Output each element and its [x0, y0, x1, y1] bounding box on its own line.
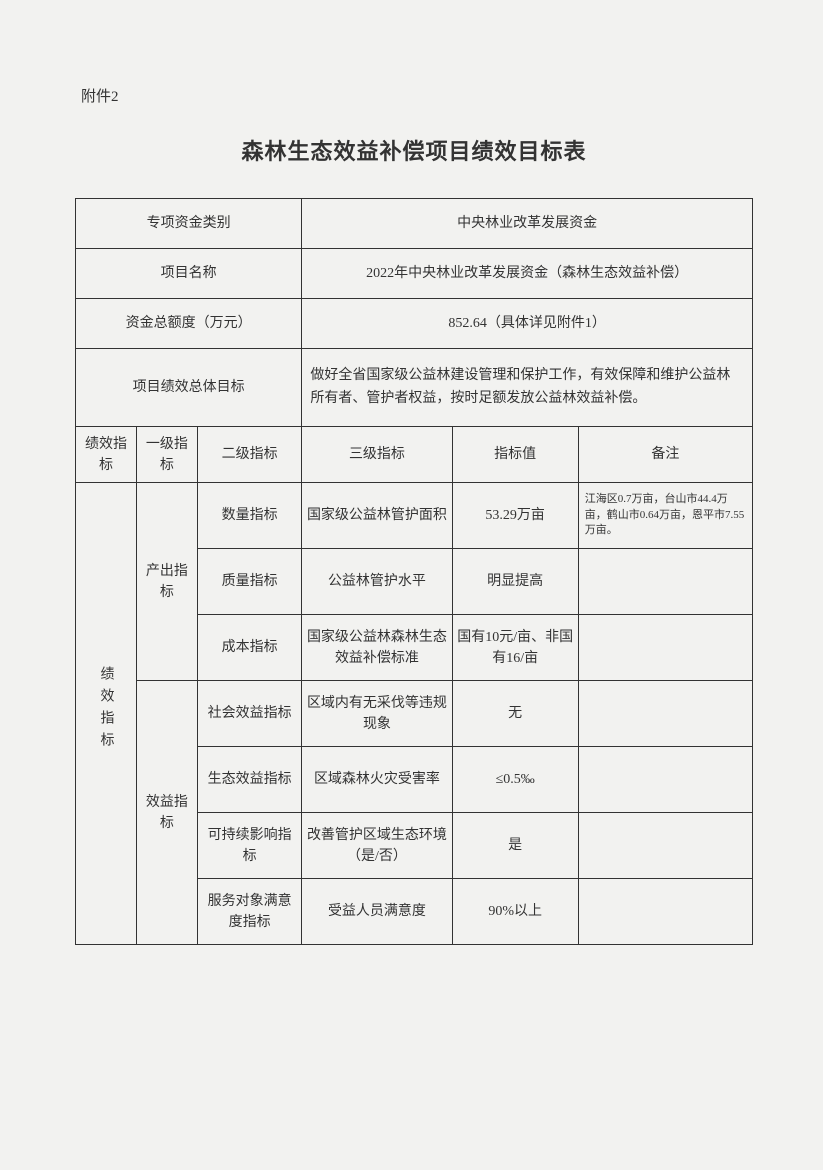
level3-cell: 公益林管护水平 — [302, 549, 452, 615]
col-perf-indicator: 绩效指标 — [76, 427, 137, 483]
level2-cell: 社会效益指标 — [197, 681, 301, 747]
level3-cell: 区域森林火灾受害率 — [302, 747, 452, 813]
table-row: 效益指标 社会效益指标 区域内有无采伐等违规现象 无 — [76, 681, 753, 747]
col-remark: 备注 — [578, 427, 752, 483]
table-row: 绩效指标 产出指标 数量指标 国家级公益林管护面积 53.29万亩 江海区0.7… — [76, 483, 753, 549]
overall-goal-label: 项目绩效总体目标 — [76, 349, 302, 427]
project-name-label: 项目名称 — [76, 249, 302, 299]
col-level2: 二级指标 — [197, 427, 301, 483]
table-row: 资金总额度（万元） 852.64（具体详见附件1） — [76, 299, 753, 349]
root-indicator-text: 绩效指标 — [95, 666, 116, 754]
remark-cell — [578, 615, 752, 681]
level3-cell: 国家级公益林管护面积 — [302, 483, 452, 549]
remark-cell: 江海区0.7万亩，台山市44.4万亩，鹤山市0.64万亩，恩平市7.55万亩。 — [578, 483, 752, 549]
level1-benefit: 效益指标 — [136, 681, 197, 945]
remark-cell — [578, 879, 752, 945]
table-row: 专项资金类别 中央林业改革发展资金 — [76, 199, 753, 249]
level2-cell: 生态效益指标 — [197, 747, 301, 813]
level2-cell: 质量指标 — [197, 549, 301, 615]
level3-cell: 国家级公益林森林生态效益补偿标准 — [302, 615, 452, 681]
remark-cell — [578, 747, 752, 813]
level3-cell: 区域内有无采伐等违规现象 — [302, 681, 452, 747]
target-cell: 国有10元/亩、非国有16/亩 — [452, 615, 578, 681]
fund-category-label: 专项资金类别 — [76, 199, 302, 249]
col-level3: 三级指标 — [302, 427, 452, 483]
level3-cell: 受益人员满意度 — [302, 879, 452, 945]
col-target-value: 指标值 — [452, 427, 578, 483]
overall-goal-value: 做好全省国家级公益林建设管理和保护工作，有效保障和维护公益林所有者、管护者权益，… — [302, 349, 753, 427]
table-row: 项目绩效总体目标 做好全省国家级公益林建设管理和保护工作，有效保障和维护公益林所… — [76, 349, 753, 427]
table-row: 项目名称 2022年中央林业改革发展资金（森林生态效益补偿） — [76, 249, 753, 299]
target-cell: 90%以上 — [452, 879, 578, 945]
page-title: 森林生态效益补偿项目绩效目标表 — [75, 134, 753, 166]
target-cell: 53.29万亩 — [452, 483, 578, 549]
level2-cell: 数量指标 — [197, 483, 301, 549]
level1-output: 产出指标 — [136, 483, 197, 681]
project-name-value: 2022年中央林业改革发展资金（森林生态效益补偿） — [302, 249, 753, 299]
remark-cell — [578, 813, 752, 879]
level2-cell: 成本指标 — [197, 615, 301, 681]
root-indicator-cell: 绩效指标 — [76, 483, 137, 945]
target-cell: ≤0.5‰ — [452, 747, 578, 813]
table-row: 绩效指标 一级指标 二级指标 三级指标 指标值 备注 — [76, 427, 753, 483]
remark-cell — [578, 549, 752, 615]
target-cell: 明显提高 — [452, 549, 578, 615]
target-cell: 是 — [452, 813, 578, 879]
remark-cell — [578, 681, 752, 747]
performance-table: 专项资金类别 中央林业改革发展资金 项目名称 2022年中央林业改革发展资金（森… — [75, 198, 753, 945]
total-amount-value: 852.64（具体详见附件1） — [302, 299, 753, 349]
attachment-label: 附件2 — [81, 85, 753, 106]
col-level1: 一级指标 — [136, 427, 197, 483]
total-amount-label: 资金总额度（万元） — [76, 299, 302, 349]
level2-cell: 服务对象满意度指标 — [197, 879, 301, 945]
target-cell: 无 — [452, 681, 578, 747]
fund-category-value: 中央林业改革发展资金 — [302, 199, 753, 249]
level3-cell: 改善管护区域生态环境（是/否） — [302, 813, 452, 879]
level2-cell: 可持续影响指标 — [197, 813, 301, 879]
